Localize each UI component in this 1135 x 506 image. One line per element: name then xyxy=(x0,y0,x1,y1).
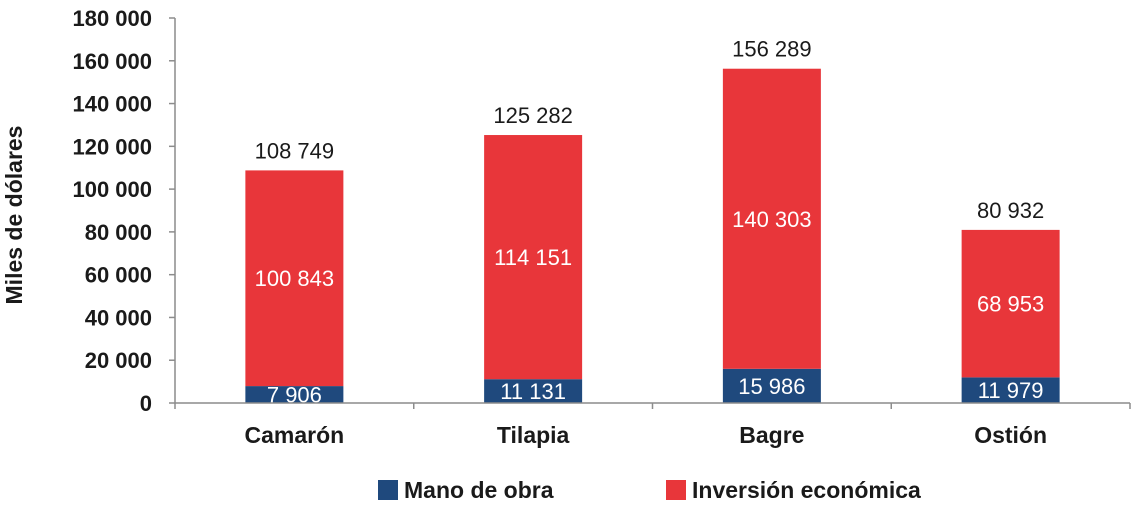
segment-value-label: 11 131 xyxy=(500,379,566,404)
segment-value-label: 100 843 xyxy=(255,266,335,291)
legend-label: Inversión económica xyxy=(692,477,921,503)
y-tick-label: 140 000 xyxy=(72,92,152,117)
y-tick-label: 120 000 xyxy=(72,134,152,159)
y-tick-label: 100 000 xyxy=(72,177,152,202)
x-category-label: Camarón xyxy=(245,422,345,448)
y-tick-label: 0 xyxy=(140,391,152,416)
y-tick-label: 160 000 xyxy=(72,49,152,74)
legend-swatch xyxy=(666,480,686,500)
bar-total-label: 125 282 xyxy=(493,103,573,128)
segment-value-label: 15 986 xyxy=(738,374,805,399)
y-tick-label: 180 000 xyxy=(72,6,152,31)
y-axis-title: Miles de dólares xyxy=(1,126,27,305)
bar-segment-mano-de-obra xyxy=(961,377,1060,403)
y-tick-label: 40 000 xyxy=(85,305,152,330)
bar-total-label: 108 749 xyxy=(255,138,335,163)
legend-swatch xyxy=(378,480,398,500)
y-tick-label: 20 000 xyxy=(85,348,152,373)
segment-value-label: 140 303 xyxy=(732,207,812,232)
x-category-label: Ostión xyxy=(974,422,1047,448)
bar-segment-mano-de-obra xyxy=(484,379,583,403)
y-tick-label: 60 000 xyxy=(85,263,152,288)
bar-segment-mano-de-obra xyxy=(245,386,344,403)
legend: Mano de obra Inversión económica xyxy=(378,477,921,503)
bar-segment-mano-de-obra xyxy=(722,368,821,403)
bar-segment-inversion-economica xyxy=(484,135,583,380)
bar-segment-inversion-economica xyxy=(722,68,821,369)
y-axis: 0 20 000 40 000 60 000 80 000 100 000 120 000 1… xyxy=(72,6,176,416)
bars: 7 906 100 843 108 749 11 131 114 151 125 282 1… xyxy=(245,37,1060,408)
x-axis: Camarón Tilapia Bagre Ostión xyxy=(174,402,1131,448)
segment-value-label: 11 979 xyxy=(978,378,1044,403)
segment-value-label: 68 953 xyxy=(977,292,1044,317)
bar-segment-inversion-economica xyxy=(245,170,344,387)
segment-value-label: 114 151 xyxy=(494,245,572,270)
y-tick-label: 80 000 xyxy=(85,220,152,245)
x-category-label: Bagre xyxy=(739,422,804,448)
x-category-label: Tilapia xyxy=(497,422,570,448)
bar-total-label: 80 932 xyxy=(977,198,1044,223)
segment-value-label: 7 906 xyxy=(267,383,322,408)
bar-segment-inversion-economica xyxy=(961,229,1060,378)
bar-total-label: 156 289 xyxy=(732,37,812,62)
legend-label: Mano de obra xyxy=(404,477,554,503)
